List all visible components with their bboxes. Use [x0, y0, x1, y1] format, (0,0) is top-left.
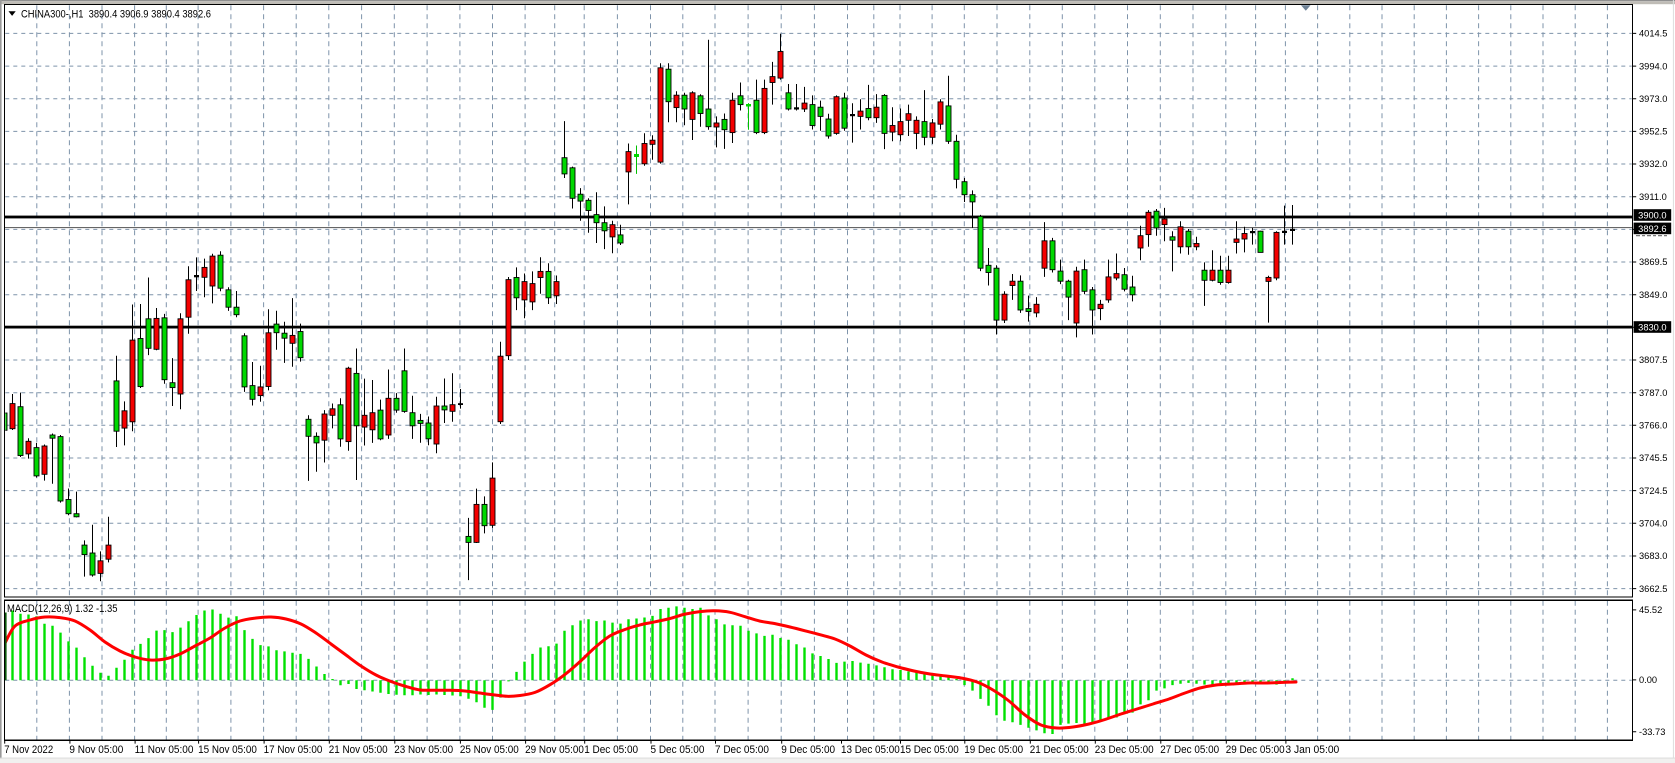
svg-text:13 Dec 05:00: 13 Dec 05:00 [841, 744, 900, 756]
svg-text:15 Nov 05:00: 15 Nov 05:00 [198, 744, 257, 756]
svg-text:3745.5: 3745.5 [1639, 453, 1667, 463]
svg-text:4014.5: 4014.5 [1639, 29, 1667, 39]
svg-text:1 Dec 05:00: 1 Dec 05:00 [584, 744, 638, 756]
svg-text:3994.0: 3994.0 [1639, 61, 1667, 71]
svg-text:9 Dec 05:00: 9 Dec 05:00 [781, 744, 835, 756]
svg-text:3807.5: 3807.5 [1639, 355, 1667, 365]
svg-text:3869.5: 3869.5 [1639, 257, 1667, 267]
svg-text:3662.5: 3662.5 [1639, 584, 1667, 594]
svg-text:-33.73: -33.73 [1639, 727, 1665, 737]
svg-text:3787.0: 3787.0 [1639, 388, 1667, 398]
svg-text:9 Nov 05:00: 9 Nov 05:00 [69, 744, 123, 756]
svg-text:45.52: 45.52 [1639, 605, 1662, 615]
svg-text:3900.0: 3900.0 [1638, 210, 1666, 220]
svg-text:11 Nov 05:00: 11 Nov 05:00 [135, 744, 194, 756]
svg-text:23 Nov 05:00: 23 Nov 05:00 [394, 744, 453, 756]
svg-text:7 Nov 2022: 7 Nov 2022 [4, 744, 53, 756]
svg-text:3973.0: 3973.0 [1639, 94, 1667, 104]
svg-text:7 Dec 05:00: 7 Dec 05:00 [715, 744, 769, 756]
svg-text:3704.0: 3704.0 [1639, 519, 1667, 529]
svg-text:19 Dec 05:00: 19 Dec 05:00 [964, 744, 1023, 756]
svg-text:3892.6: 3892.6 [1638, 224, 1666, 234]
svg-text:3952.5: 3952.5 [1639, 127, 1667, 137]
svg-text:15 Dec 05:00: 15 Dec 05:00 [900, 744, 959, 756]
svg-text:21 Nov 05:00: 21 Nov 05:00 [329, 744, 388, 756]
svg-text:3849.0: 3849.0 [1639, 290, 1667, 300]
svg-text:5 Dec 05:00: 5 Dec 05:00 [651, 744, 705, 756]
svg-text:MACD(12,26,9) 1.32 -1.35: MACD(12,26,9) 1.32 -1.35 [7, 603, 118, 615]
svg-text:0.00: 0.00 [1639, 675, 1657, 685]
svg-text:3 Jan 05:00: 3 Jan 05:00 [1285, 744, 1339, 756]
svg-text:29 Dec 05:00: 29 Dec 05:00 [1226, 744, 1285, 756]
svg-text:3911.0: 3911.0 [1639, 192, 1667, 202]
svg-text:CHINA300-,H1 3890.4 3906.9 38: CHINA300-,H1 3890.4 3906.9 3890.4 3892.6 [21, 9, 211, 21]
svg-text:21 Dec 05:00: 21 Dec 05:00 [1030, 744, 1089, 756]
svg-text:27 Dec 05:00: 27 Dec 05:00 [1160, 744, 1219, 756]
svg-text:29 Nov 05:00: 29 Nov 05:00 [525, 744, 584, 756]
svg-text:3932.0: 3932.0 [1639, 159, 1667, 169]
svg-text:23 Dec 05:00: 23 Dec 05:00 [1095, 744, 1154, 756]
svg-text:25 Nov 05:00: 25 Nov 05:00 [460, 744, 519, 756]
svg-text:3766.0: 3766.0 [1639, 421, 1667, 431]
svg-text:3830.0: 3830.0 [1638, 322, 1666, 332]
svg-text:3724.5: 3724.5 [1639, 486, 1667, 496]
svg-text:3683.0: 3683.0 [1639, 551, 1667, 561]
svg-text:17 Nov 05:00: 17 Nov 05:00 [264, 744, 323, 756]
